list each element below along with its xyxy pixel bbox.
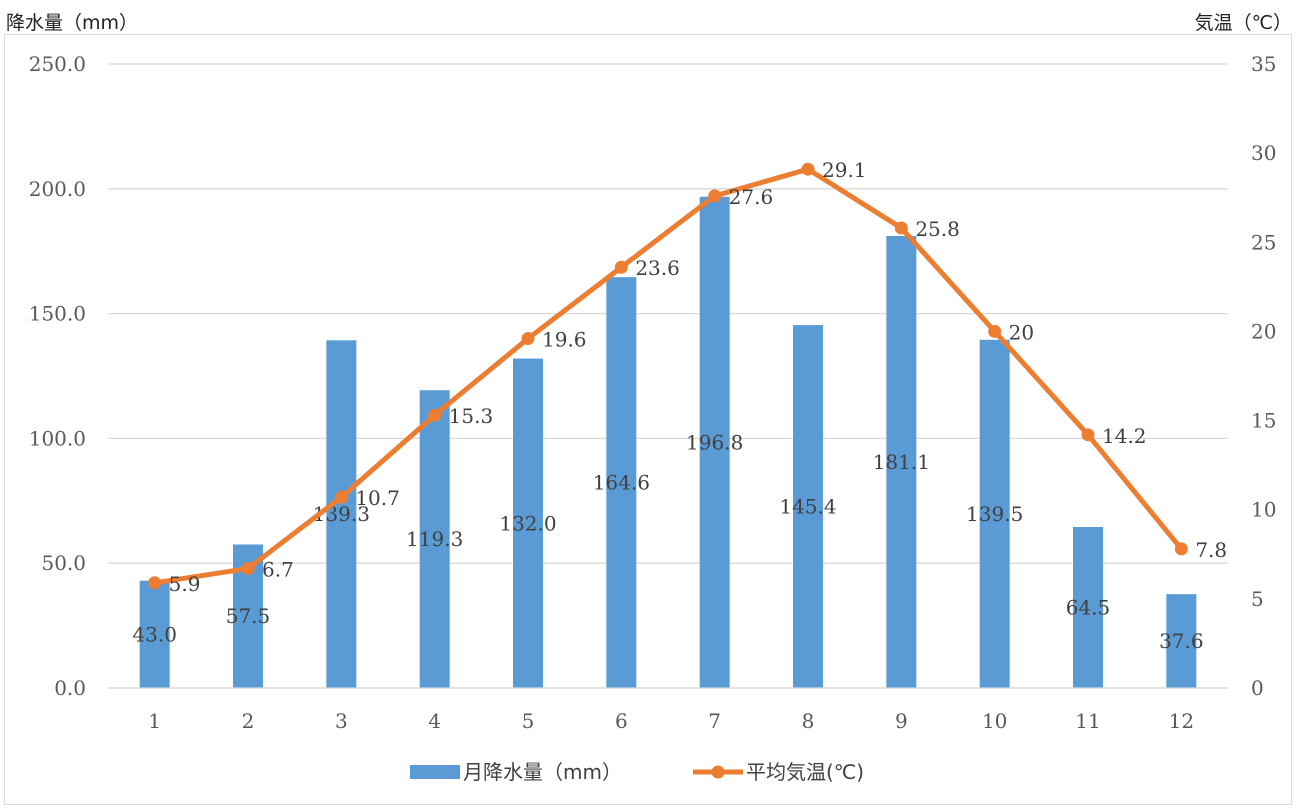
x-axis-tick-label: 12 [1169,709,1194,733]
temperature-point [1174,542,1188,556]
precipitation-bar [793,325,823,688]
left-axis-title: 降水量（mm） [6,12,139,34]
line-series [148,162,1188,590]
line-data-label: 27.6 [729,185,774,209]
line-data-labels: 5.9 6.7 10.7 15.3 19.6 23.6 27.6 29.1 25.8 20 14.2… [169,158,1227,596]
legend-line-label: 平均気温(℃) [746,760,864,784]
right-axis-tick-label: 20 [1251,319,1276,343]
right-axis-tick-label: 25 [1251,230,1276,254]
x-axis-tick-label: 3 [335,709,348,733]
line-data-label: 15.3 [449,404,494,428]
bar-data-label: 181.1 [873,450,930,474]
x-axis-tick-label: 5 [522,709,535,733]
bar-data-label: 64.5 [1066,596,1111,620]
line-data-label: 19.6 [542,328,587,352]
line-data-label: 25.8 [915,217,960,241]
legend-bar-label: 月降水量（mm） [463,760,622,784]
left-axis-tick-label: 250.0 [29,52,86,76]
temperature-point [894,221,908,235]
temperature-point [988,324,1002,338]
line-data-label: 6.7 [262,558,294,582]
left-axis-tick-label: 0.0 [54,676,86,700]
line-data-label: 7.8 [1195,538,1227,562]
right-axis-title: 気温（℃） [1194,12,1292,34]
right-axis-tick-label: 5 [1251,587,1264,611]
line-data-label: 20 [1009,320,1034,344]
precipitation-bar [606,277,637,688]
x-axis-tick-label: 10 [982,709,1007,733]
x-axis-tick-label: 1 [148,709,161,733]
x-axis-tick-label: 6 [615,709,628,733]
legend-bar-swatch [410,765,460,779]
bar-series [139,196,1197,688]
left-axis-tick-label: 150.0 [29,302,86,326]
legend: 月降水量（mm） 平均気温(℃) [410,760,864,784]
bar-data-label: 57.5 [226,604,271,628]
precipitation-bar [699,196,730,688]
left-axis-tick-label: 200.0 [29,177,86,201]
bar-data-label: 43.0 [132,622,177,646]
left-axis-tick-label: 50.0 [41,551,86,575]
bar-data-label: 145.4 [779,495,836,519]
right-axis-tick-label: 15 [1251,409,1276,433]
temperature-point [614,260,628,274]
bar-data-label: 132.0 [499,511,556,535]
bar-data-label: 37.6 [1159,629,1204,653]
temperature-point [428,408,442,422]
right-axis-tick-label: 30 [1251,141,1276,165]
line-data-label: 10.7 [355,486,400,510]
x-axis-tick-label: 11 [1075,709,1100,733]
x-axis-tick-label: 4 [428,709,441,733]
precipitation-bar [326,340,357,688]
bar-data-labels: 43.057.5139.3119.3132.0164.6196.8145.418… [132,430,1203,653]
x-axis-tick-label: 8 [802,709,815,733]
line-data-label: 5.9 [169,572,201,596]
axes: 0.050.0100.0150.0200.0250.00510152025303… [29,52,1277,733]
right-axis-tick-label: 35 [1251,52,1276,76]
line-data-label: 14.2 [1102,424,1147,448]
precipitation-bar [513,358,543,688]
gridlines [108,63,1228,689]
precipitation-bar [419,390,450,688]
line-data-label: 29.1 [822,158,867,182]
temperature-point [241,562,255,576]
temperature-line [152,166,1184,586]
x-axis-tick-label: 7 [708,709,721,733]
temperature-point [1081,428,1095,442]
bar-data-label: 164.6 [593,471,650,495]
bar-data-label: 196.8 [686,430,743,454]
precipitation-bar [1073,527,1103,688]
chart-frame [4,34,1292,805]
temperature-point [521,332,535,346]
temperature-point [708,189,722,203]
line-data-label: 23.6 [635,256,680,280]
temperature-point [801,162,815,176]
right-axis-tick-label: 10 [1251,498,1276,522]
temperature-point [148,576,162,590]
x-axis-tick-label: 9 [895,709,908,733]
temperature-point [334,490,348,504]
precipitation-bar [886,235,917,688]
precipitation-bar [1166,594,1197,688]
precipitation-bar [139,580,170,688]
x-axis-tick-label: 2 [242,709,255,733]
legend-line-marker [711,765,725,779]
right-axis-tick-label: 0 [1251,676,1264,700]
bar-data-label: 119.3 [406,527,463,551]
bar-data-label: 139.5 [966,502,1023,526]
left-axis-tick-label: 100.0 [29,426,86,450]
precipitation-bar [979,339,1010,688]
